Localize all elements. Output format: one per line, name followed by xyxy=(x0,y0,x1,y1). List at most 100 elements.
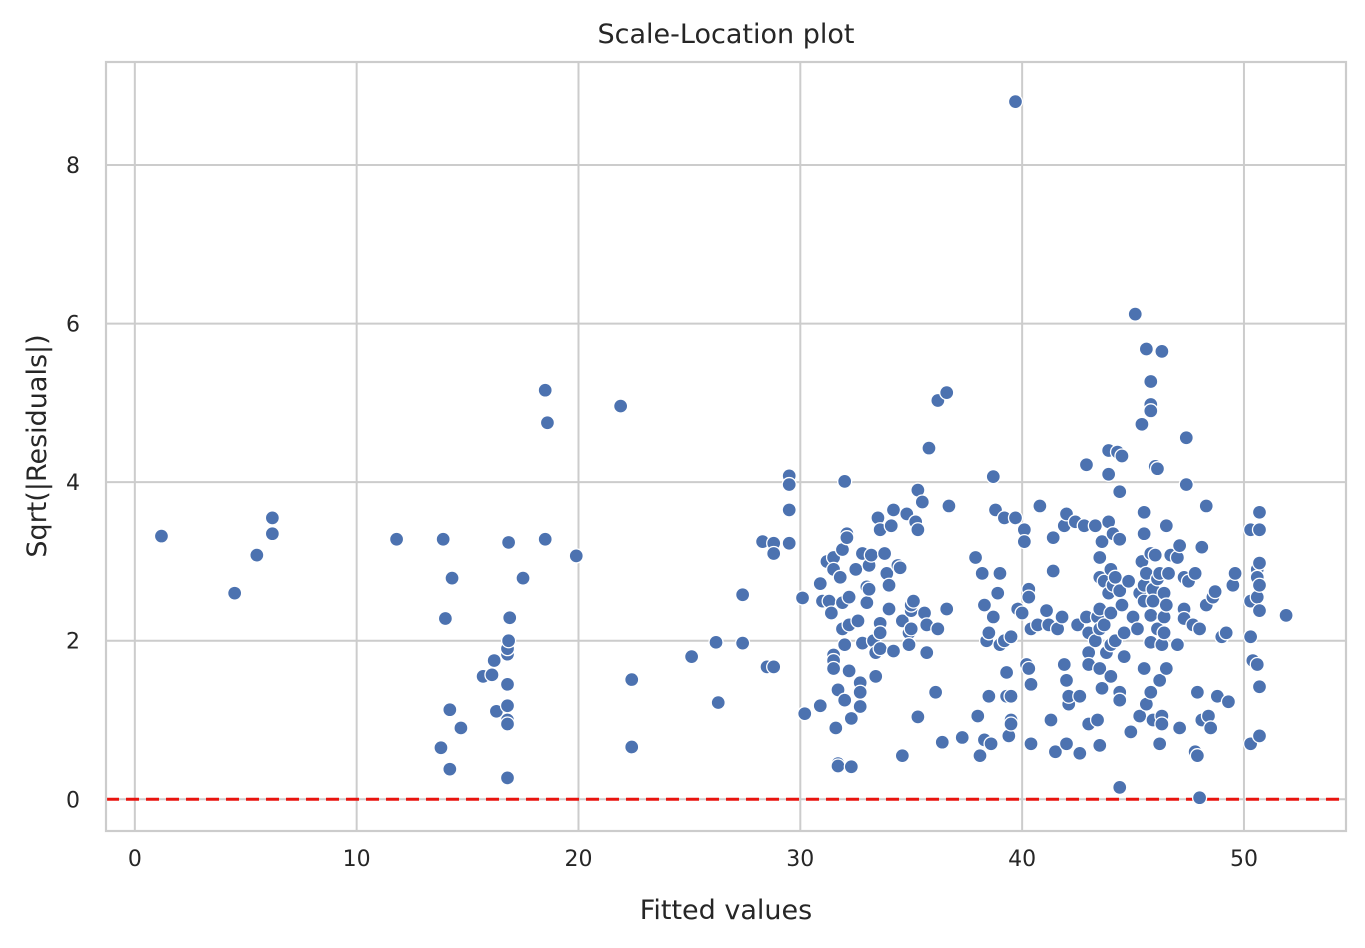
data-point xyxy=(766,659,782,675)
data-point xyxy=(537,382,553,398)
data-point xyxy=(388,531,405,547)
data-point xyxy=(1112,779,1128,796)
data-point xyxy=(1158,597,1174,613)
x-axis-label: Fitted values xyxy=(640,895,812,926)
data-point xyxy=(910,522,926,538)
data-point xyxy=(881,601,897,617)
data-point xyxy=(1189,684,1206,700)
data-point xyxy=(1014,605,1030,621)
data-point xyxy=(1198,498,1214,514)
x-tick-label: 10 xyxy=(343,847,371,872)
data-point xyxy=(444,570,460,586)
data-point xyxy=(1092,660,1108,677)
plot-frame xyxy=(104,60,1348,833)
data-point xyxy=(499,698,516,714)
data-point xyxy=(1171,537,1188,554)
data-point xyxy=(914,494,930,510)
data-point xyxy=(1092,737,1108,754)
data-point xyxy=(1096,617,1112,633)
data-point xyxy=(910,709,926,725)
data-point xyxy=(453,720,469,736)
data-point xyxy=(1158,518,1174,534)
data-point xyxy=(1123,724,1139,740)
data-point xyxy=(981,688,997,704)
data-point xyxy=(841,589,857,605)
data-point xyxy=(1149,461,1166,477)
data-point xyxy=(710,694,726,711)
data-point xyxy=(1154,343,1170,360)
data-point xyxy=(1242,629,1259,645)
data-point xyxy=(967,549,984,566)
data-point xyxy=(437,610,454,627)
data-point xyxy=(843,759,859,775)
data-point xyxy=(499,676,516,692)
data-point xyxy=(1218,625,1234,641)
data-point xyxy=(1103,668,1119,685)
data-point xyxy=(1251,679,1268,695)
data-point xyxy=(1016,533,1033,550)
data-point xyxy=(1094,680,1110,696)
data-point xyxy=(1045,563,1061,579)
data-point xyxy=(1103,605,1119,621)
data-point xyxy=(442,761,458,777)
data-point xyxy=(921,440,937,456)
data-point xyxy=(1114,448,1130,464)
data-point xyxy=(1107,569,1123,585)
data-point xyxy=(825,660,842,677)
y-tick-labels: 0 2 4 6 8 xyxy=(66,154,80,813)
data-point xyxy=(894,748,911,764)
data-point xyxy=(1003,716,1019,732)
data-point xyxy=(1129,621,1146,637)
data-point xyxy=(939,384,955,401)
data-point xyxy=(1152,736,1168,752)
y-tick-label: 2 xyxy=(66,630,80,655)
data-point xyxy=(1178,476,1194,493)
data-point xyxy=(794,590,811,606)
data-point xyxy=(1120,573,1137,589)
data-point xyxy=(1058,736,1075,752)
y-gridlines xyxy=(106,164,1346,801)
data-point xyxy=(1251,602,1268,619)
data-point xyxy=(1007,93,1024,110)
data-point xyxy=(1147,547,1163,563)
data-point xyxy=(841,663,857,679)
data-point xyxy=(876,545,893,562)
data-point xyxy=(1194,539,1210,555)
data-point xyxy=(863,547,879,563)
chart-title: Scale-Location plot xyxy=(598,19,855,50)
data-point xyxy=(683,648,700,665)
x-tick-label: 20 xyxy=(564,847,592,872)
x-tick-label: 0 xyxy=(128,847,142,872)
data-point xyxy=(442,702,458,718)
data-point xyxy=(624,671,640,688)
data-point xyxy=(1160,565,1177,581)
data-point xyxy=(1169,637,1186,653)
y-tick-label: 0 xyxy=(66,788,80,813)
data-point xyxy=(983,736,999,752)
data-point xyxy=(881,577,897,593)
data-point xyxy=(883,518,899,534)
data-point xyxy=(885,502,902,518)
data-point xyxy=(537,531,553,547)
data-point xyxy=(1251,728,1268,744)
data-point xyxy=(1249,656,1265,673)
data-point xyxy=(486,652,502,669)
data-point xyxy=(1178,430,1194,446)
data-point xyxy=(1089,712,1106,728)
data-point xyxy=(832,569,848,585)
data-point xyxy=(1138,341,1155,357)
data-point xyxy=(1038,602,1055,619)
data-point xyxy=(1043,712,1059,728)
data-point xyxy=(1112,484,1128,500)
data-point xyxy=(153,528,170,544)
data-point xyxy=(1021,589,1037,605)
data-point xyxy=(502,610,518,626)
data-point xyxy=(433,740,449,756)
data-point xyxy=(850,613,866,629)
data-point xyxy=(1158,660,1174,677)
data-point xyxy=(499,770,516,786)
data-point xyxy=(892,560,908,576)
data-point xyxy=(515,570,531,586)
data-point xyxy=(903,621,919,637)
data-point xyxy=(1251,577,1268,593)
